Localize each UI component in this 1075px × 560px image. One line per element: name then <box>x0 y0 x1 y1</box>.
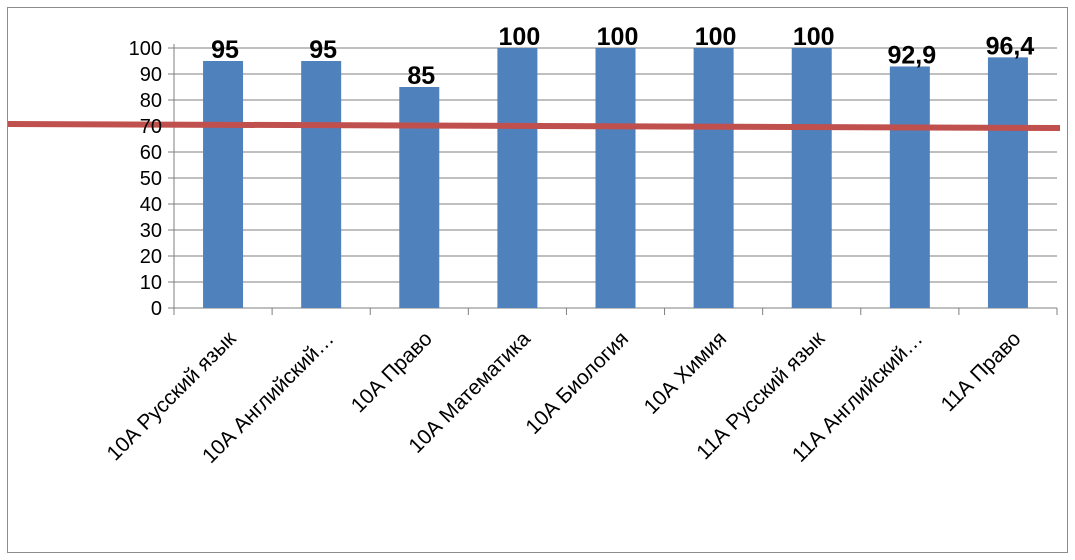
data-label: 92,9 <box>887 41 936 69</box>
y-tick-label: 10 <box>140 272 162 294</box>
y-tick-label: 40 <box>140 194 162 216</box>
data-label: 100 <box>597 23 639 51</box>
data-label: 100 <box>695 23 737 51</box>
y-tick-label: 30 <box>140 220 162 242</box>
bar <box>889 66 930 309</box>
data-label: 100 <box>499 23 541 51</box>
bar <box>203 61 244 308</box>
x-category-label: 10А Биология <box>521 327 633 439</box>
reference-line-group <box>7 121 1061 131</box>
bars <box>203 48 1028 309</box>
bar <box>595 48 636 308</box>
data-label: 95 <box>309 36 337 64</box>
bar <box>791 48 832 308</box>
data-label: 100 <box>793 23 835 51</box>
data-label: 96,4 <box>986 32 1035 60</box>
bar <box>693 48 734 308</box>
data-label: 85 <box>407 62 435 90</box>
bar <box>399 87 440 308</box>
y-tick-label: 60 <box>140 142 162 164</box>
y-tick-label: 100 <box>129 38 162 60</box>
y-tick-label: 0 <box>151 298 162 320</box>
bar <box>987 57 1028 308</box>
y-tick-label: 90 <box>140 64 162 86</box>
y-tick-label: 80 <box>140 90 162 112</box>
y-tick-label: 70 <box>140 116 162 138</box>
y-tick-label: 20 <box>140 246 162 268</box>
x-category-label: 10А Право <box>347 327 437 417</box>
y-tick-label: 50 <box>140 168 162 190</box>
x-category-label: 11А Право <box>937 327 1026 416</box>
data-label: 95 <box>211 36 239 64</box>
bar <box>301 61 342 308</box>
x-category-label: 10А Химия <box>640 327 732 419</box>
bar <box>497 48 538 308</box>
reference-line <box>7 121 1061 131</box>
